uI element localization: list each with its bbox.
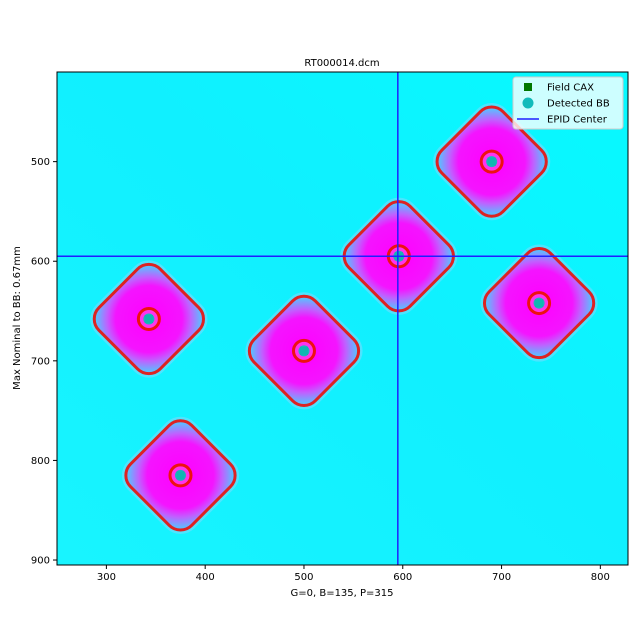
legend-box	[512, 76, 624, 130]
x-tick-label: 800	[591, 572, 610, 583]
chart-title: RT000014.dcm	[304, 58, 379, 69]
detected-bb-marker	[533, 297, 545, 309]
legend-label: Detected BB	[547, 99, 610, 110]
legend-marker-circle	[522, 97, 534, 109]
plot-area	[56, 71, 629, 566]
y-tick-label: 700	[31, 356, 50, 367]
field-edge-contour	[247, 294, 361, 407]
epid-center-lines	[57, 72, 628, 565]
field-edge-contour	[342, 200, 455, 313]
y-tick-label: 900	[31, 556, 50, 567]
y-axis: 500 600 700 800 900	[31, 157, 57, 567]
field-edge-contour	[92, 262, 205, 376]
x-axis: 300 400 500 600 700 800	[97, 565, 610, 583]
legend-label: Field CAX	[547, 83, 594, 94]
x-tick-label: 400	[196, 572, 215, 583]
y-tick-label: 500	[31, 157, 50, 168]
axes-frame	[56, 71, 629, 566]
detected-bb-marker	[143, 313, 155, 325]
field-edge-contour	[124, 419, 237, 532]
x-tick-label: 700	[492, 572, 511, 583]
x-tick-label: 500	[294, 572, 313, 583]
detected-bb-marker	[298, 345, 310, 357]
y-tick-label: 600	[31, 257, 50, 268]
y-tick-label: 800	[31, 456, 50, 467]
legend-label: EPID Center	[547, 115, 608, 126]
legend-marker-square	[524, 83, 532, 91]
x-tick-label: 600	[393, 572, 412, 583]
x-axis-label: G=0, B=135, P=315	[290, 588, 393, 599]
field-edge-contour	[482, 246, 596, 360]
detected-bb-marker	[174, 469, 186, 481]
x-tick-label: 300	[97, 572, 116, 583]
y-axis-label: Max Nominal to BB: 0.67mm	[12, 246, 23, 390]
detected-bb-marker	[486, 156, 498, 168]
field-edge-contour	[435, 105, 548, 218]
legend: Field CAX Detected BB EPID Center	[512, 76, 624, 130]
